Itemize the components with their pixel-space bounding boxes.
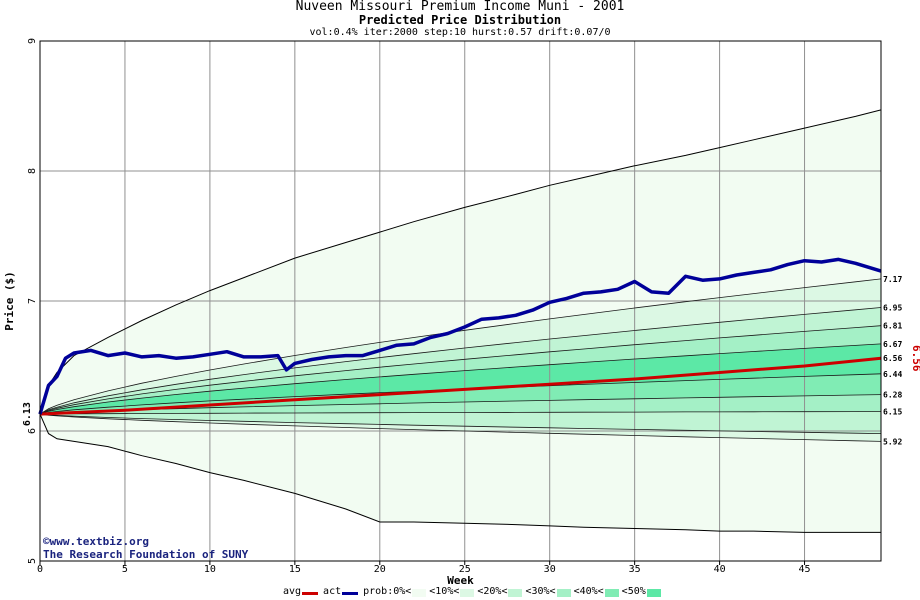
credit-url[interactable]: ©www.textbiz.org [43, 535, 149, 548]
chart-params: vol:0.4% iter:2000 step:10 hurst:0.57 dr… [309, 27, 611, 38]
legend-swatch-7 [646, 589, 661, 597]
x-tick-label: 25 [459, 564, 471, 575]
credit-org: The Research Foundation of SUNY [43, 548, 249, 561]
grid [40, 41, 881, 561]
x-tick-label: 5 [122, 564, 128, 575]
q0_lower-line [39, 413, 882, 442]
x-tick-label: 35 [629, 564, 641, 575]
legend-label-5: <30%< [525, 586, 556, 597]
band-50 [40, 343, 881, 415]
x-tick-label: 10 [204, 564, 216, 575]
legend-label-0: avg [283, 586, 302, 597]
right-value-label: 6.95 [883, 304, 902, 313]
legend-swatch-0 [302, 592, 319, 595]
legend-swatch-3 [460, 589, 475, 597]
x-tick-label: 45 [799, 564, 811, 575]
legend-label-4: <20%< [477, 586, 508, 597]
right-value-label: 6.67 [883, 340, 902, 349]
legend-label-3: <10%< [429, 586, 460, 597]
y-tick-label: 9 [27, 38, 38, 44]
q40_upper-line [39, 343, 882, 415]
chart-legend: avg act prob:0%< <10%< <20%< <30%< <40%< <50% [0, 586, 920, 600]
right-value-label: 7.17 [883, 275, 902, 284]
q40_lower-line [39, 373, 882, 415]
start-value-label: 6.13 [22, 402, 33, 426]
q20_upper-line [39, 307, 882, 415]
legend-label-1: act [323, 586, 342, 597]
y-tick-label: 6 [27, 428, 38, 434]
x-tick-label: 30 [544, 564, 556, 575]
series-lines [38, 257, 882, 416]
act-series-line [38, 257, 882, 415]
legend-label-2: prob:0%< [363, 586, 412, 597]
y-axis-title: Price ($) [3, 271, 16, 331]
right-value-label: 6.56 [883, 354, 902, 363]
outer-lower-line [39, 413, 881, 533]
right-value-label: 6.81 [883, 322, 902, 331]
legend-label-7: <50% [621, 586, 646, 597]
axis-labels: 0 5 10 15 20 25 30 35 40 45567896.137.176.956.816… [3, 38, 920, 587]
q20_lower-line [39, 411, 882, 415]
x-tick-label: 20 [374, 564, 386, 575]
x-tick-label: 0 [37, 564, 43, 575]
avg-series-line [39, 356, 882, 416]
right-value-label: 5.92 [883, 437, 902, 446]
right-value-label: 6.44 [883, 370, 902, 379]
x-tick-label: 40 [714, 564, 726, 575]
legend-swatch-6 [604, 589, 619, 597]
chart-header: Nuveen Missouri Premium Income Muni - 20… [0, 0, 920, 38]
plot-frame [39, 40, 882, 562]
q10_lower-line [39, 413, 882, 434]
end-avg-label: 6.56 [910, 345, 920, 372]
axes [39, 40, 882, 565]
x-axis-title: Week [447, 574, 474, 587]
y-tick-label: 7 [27, 298, 38, 304]
outer-upper-line [39, 109, 882, 415]
chart-title: Nuveen Missouri Premium Income Muni - 20… [295, 0, 625, 14]
legend-swatch-2 [412, 589, 427, 597]
chart-subtitle: Predicted Price Distribution [358, 13, 562, 27]
y-tick-label: 8 [27, 168, 38, 174]
right-value-label: 6.28 [883, 391, 902, 400]
x-tick-label: 15 [289, 564, 301, 575]
legend-swatch-5 [556, 589, 571, 597]
q30_upper-line [39, 325, 882, 415]
q10_upper-line [39, 278, 882, 415]
legend-swatch-1 [342, 592, 359, 595]
legend-swatch-4 [508, 589, 523, 597]
right-value-label: 6.15 [883, 408, 902, 417]
y-tick-label: 5 [27, 558, 38, 564]
legend-label-6: <40%< [573, 586, 604, 597]
